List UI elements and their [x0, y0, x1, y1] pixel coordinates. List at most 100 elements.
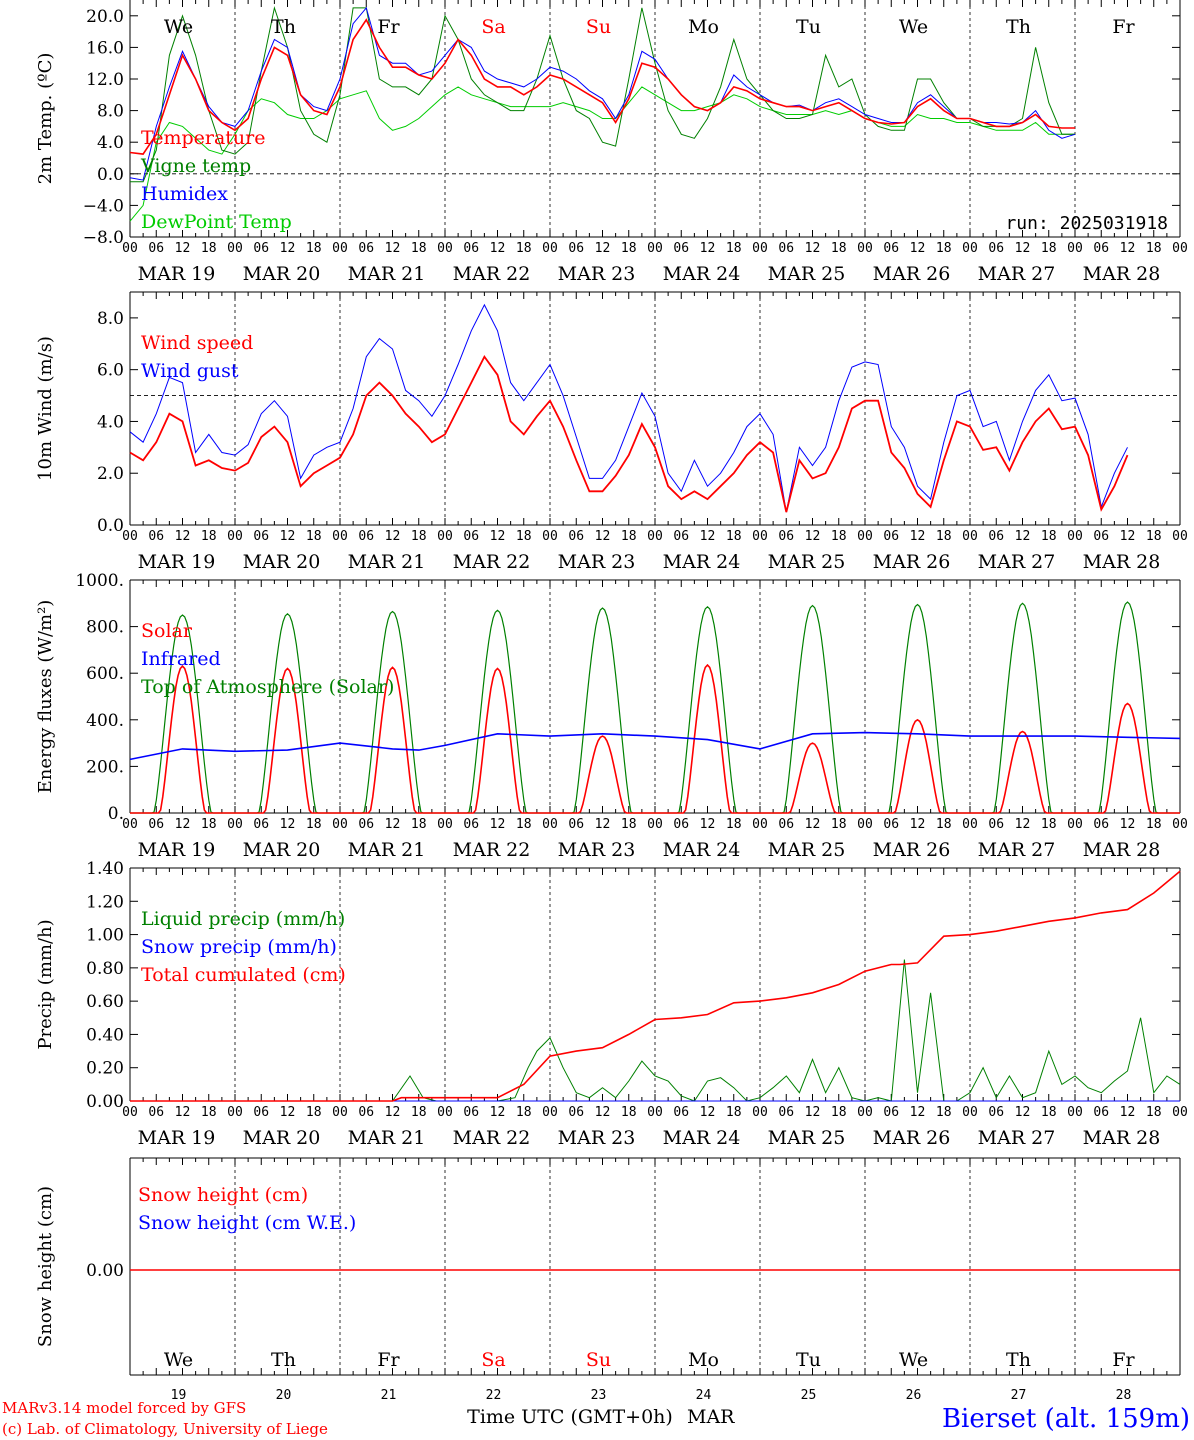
y-tick-label: 0.40 [86, 1025, 124, 1045]
hour-tick-label: 18 [411, 241, 427, 256]
hour-tick-label: 06 [358, 817, 374, 832]
hour-tick-label: 06 [1093, 1105, 1109, 1120]
hour-tick-label: 18 [831, 817, 847, 832]
date-label: MAR 23 [558, 839, 636, 861]
y-tick-label: 8.0 [97, 309, 124, 329]
hour-tick-label: 00 [1067, 241, 1083, 256]
hour-tick-label: 18 [831, 1105, 847, 1120]
hour-tick-label: 00 [227, 1105, 243, 1120]
date-label: MAR 23 [558, 263, 636, 285]
date-label: MAR 20 [243, 551, 321, 573]
legend-snow-height-cm: Snow height (cm) [138, 1184, 308, 1206]
y-tick-label: −4.0 [83, 196, 124, 216]
date-label: MAR 22 [453, 1127, 531, 1149]
hour-tick-label: 18 [831, 241, 847, 256]
hour-tick-label: 12 [595, 241, 611, 256]
hour-tick-label: 12 [595, 1105, 611, 1120]
day-number: 27 [1011, 1388, 1027, 1403]
day-name: Th [271, 1349, 296, 1371]
hour-tick-label: 06 [253, 529, 269, 544]
legend: Liquid precip (mm/h) Snow precip (mm/h) To… [141, 908, 346, 986]
series-dewpoint-temp [129, 86, 1075, 222]
hour-tick-label: 00 [647, 1105, 663, 1120]
hour-tick-label: 12 [175, 241, 191, 256]
hour-tick-label: 00 [122, 817, 138, 832]
hour-tick-label: 12 [1015, 817, 1031, 832]
hour-tick-label: 18 [201, 817, 217, 832]
panel-5-frame [129, 1157, 1181, 1376]
hour-tick-label: 12 [910, 817, 926, 832]
hour-tick-label: 12 [175, 817, 191, 832]
legend-wind-gust: Wind gust [141, 360, 239, 382]
series-wind-gust [129, 303, 1128, 513]
y-tick-label: 1000. [75, 571, 124, 591]
date-label: MAR 28 [1083, 263, 1161, 285]
hour-tick-label: 06 [148, 1105, 164, 1120]
date-label: MAR 25 [768, 263, 846, 285]
hour-tick-label: 00 [332, 241, 348, 256]
hour-tick-label: 06 [1093, 817, 1109, 832]
date-label: MAR 25 [768, 839, 846, 861]
date-label: MAR 27 [978, 1127, 1056, 1149]
date-label: MAR 19 [138, 1127, 216, 1149]
day-name: We [164, 16, 193, 38]
date-label: MAR 24 [663, 839, 741, 861]
hour-tick-label: 00 [647, 817, 663, 832]
hour-tick-label: 18 [201, 1105, 217, 1120]
hour-tick-label: 12 [1015, 241, 1031, 256]
y-tick-label: 200. [86, 757, 124, 777]
hour-tick-label: 00 [542, 529, 558, 544]
hour-tick-label: 06 [148, 241, 164, 256]
hour-tick-label: 00 [857, 241, 873, 256]
hour-tick-label: 00 [332, 1105, 348, 1120]
y-tick-label: 800. [86, 618, 124, 638]
series-total-cumulated-cm [130, 870, 1181, 1102]
hour-tick-label: 12 [1120, 817, 1136, 832]
legend-snow-height-cm-w-e: Snow height (cm W.E.) [138, 1212, 356, 1234]
hour-tick-label: 18 [411, 1105, 427, 1120]
hour-tick-label: 06 [358, 241, 374, 256]
date-label: MAR 26 [873, 263, 951, 285]
hour-tick-label: 18 [936, 817, 952, 832]
hour-tick-label: 12 [1120, 1105, 1136, 1120]
y-tick-label: 6.0 [97, 361, 124, 381]
day-name: We [164, 1349, 193, 1371]
day-name: Sa [481, 16, 505, 38]
day-names-bottom: We Th Fr Sa Su Mo Tu We Th Fr [164, 1349, 1136, 1371]
hour-tick-label: 06 [568, 241, 584, 256]
hour-tick-label: 06 [253, 1105, 269, 1120]
hour-tick-label: 12 [175, 529, 191, 544]
hour-tick-label: 12 [490, 817, 506, 832]
date-label: MAR 28 [1083, 1127, 1161, 1149]
y-axis-label: Snow height (cm) [35, 1186, 56, 1347]
hour-tick-label: 12 [595, 529, 611, 544]
y-tick-label: 20.0 [86, 7, 124, 27]
day-number: 25 [801, 1388, 817, 1403]
date-label: MAR 27 [978, 263, 1056, 285]
series-infrared [129, 731, 1181, 761]
hour-tick-label: 00 [437, 1105, 453, 1120]
hour-tick-label: 18 [306, 241, 322, 256]
hour-tick-label: 12 [1120, 241, 1136, 256]
day-number: 23 [591, 1388, 607, 1403]
date-label: MAR 19 [138, 551, 216, 573]
date-label: MAR 20 [243, 1127, 321, 1149]
hour-tick-label: 18 [411, 529, 427, 544]
hour-tick-label: 12 [280, 241, 296, 256]
hour-tick-label: 18 [306, 1105, 322, 1120]
hour-tick-label: 12 [280, 817, 296, 832]
day-number: 26 [906, 1388, 922, 1403]
day-name: Fr [1112, 1349, 1135, 1371]
hour-tick-label: 00 [122, 529, 138, 544]
hour-tick-label: 00 [857, 817, 873, 832]
legend-humidex: Humidex [141, 183, 228, 205]
hour-tick-label: 12 [805, 529, 821, 544]
legend: Solar Infrared Top of Atmosphere (Solar) [141, 620, 394, 698]
energy-series [129, 601, 1181, 814]
day-name: We [899, 16, 928, 38]
y-tick-label: 0.60 [86, 992, 124, 1012]
hour-tick-label: 18 [1041, 1105, 1057, 1120]
hour-tick-label: 12 [700, 817, 716, 832]
